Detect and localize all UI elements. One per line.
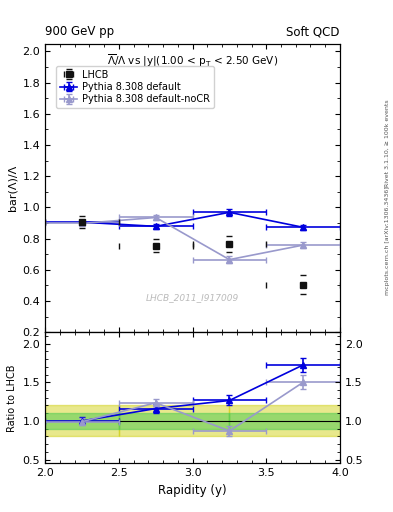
Text: LHCB_2011_I917009: LHCB_2011_I917009 (146, 293, 239, 302)
Text: Soft QCD: Soft QCD (286, 26, 340, 38)
Y-axis label: Ratio to LHCB: Ratio to LHCB (7, 364, 17, 432)
Bar (119, 406, 230, 436)
Bar (45, 406, 119, 436)
Bar (230, 406, 340, 436)
Text: Rivet 3.1.10, ≥ 100k events: Rivet 3.1.10, ≥ 100k events (385, 99, 389, 187)
Y-axis label: bar(Λ)/Λ: bar(Λ)/Λ (7, 165, 17, 211)
Text: 900 GeV pp: 900 GeV pp (45, 26, 114, 38)
Legend: LHCB, Pythia 8.308 default, Pythia 8.308 default-noCR: LHCB, Pythia 8.308 default, Pythia 8.308… (56, 66, 214, 109)
Bar (45, 413, 119, 429)
Bar (119, 413, 230, 429)
Bar (230, 413, 340, 429)
Text: mcplots.cern.ch [arXiv:1306.3436]: mcplots.cern.ch [arXiv:1306.3436] (385, 186, 389, 295)
Text: $\overline{\Lambda}/\Lambda$ vs |y|(1.00 < p$_\mathrm{T}$ < 2.50 GeV): $\overline{\Lambda}/\Lambda$ vs |y|(1.00… (107, 52, 278, 69)
X-axis label: Rapidity (y): Rapidity (y) (158, 484, 227, 497)
